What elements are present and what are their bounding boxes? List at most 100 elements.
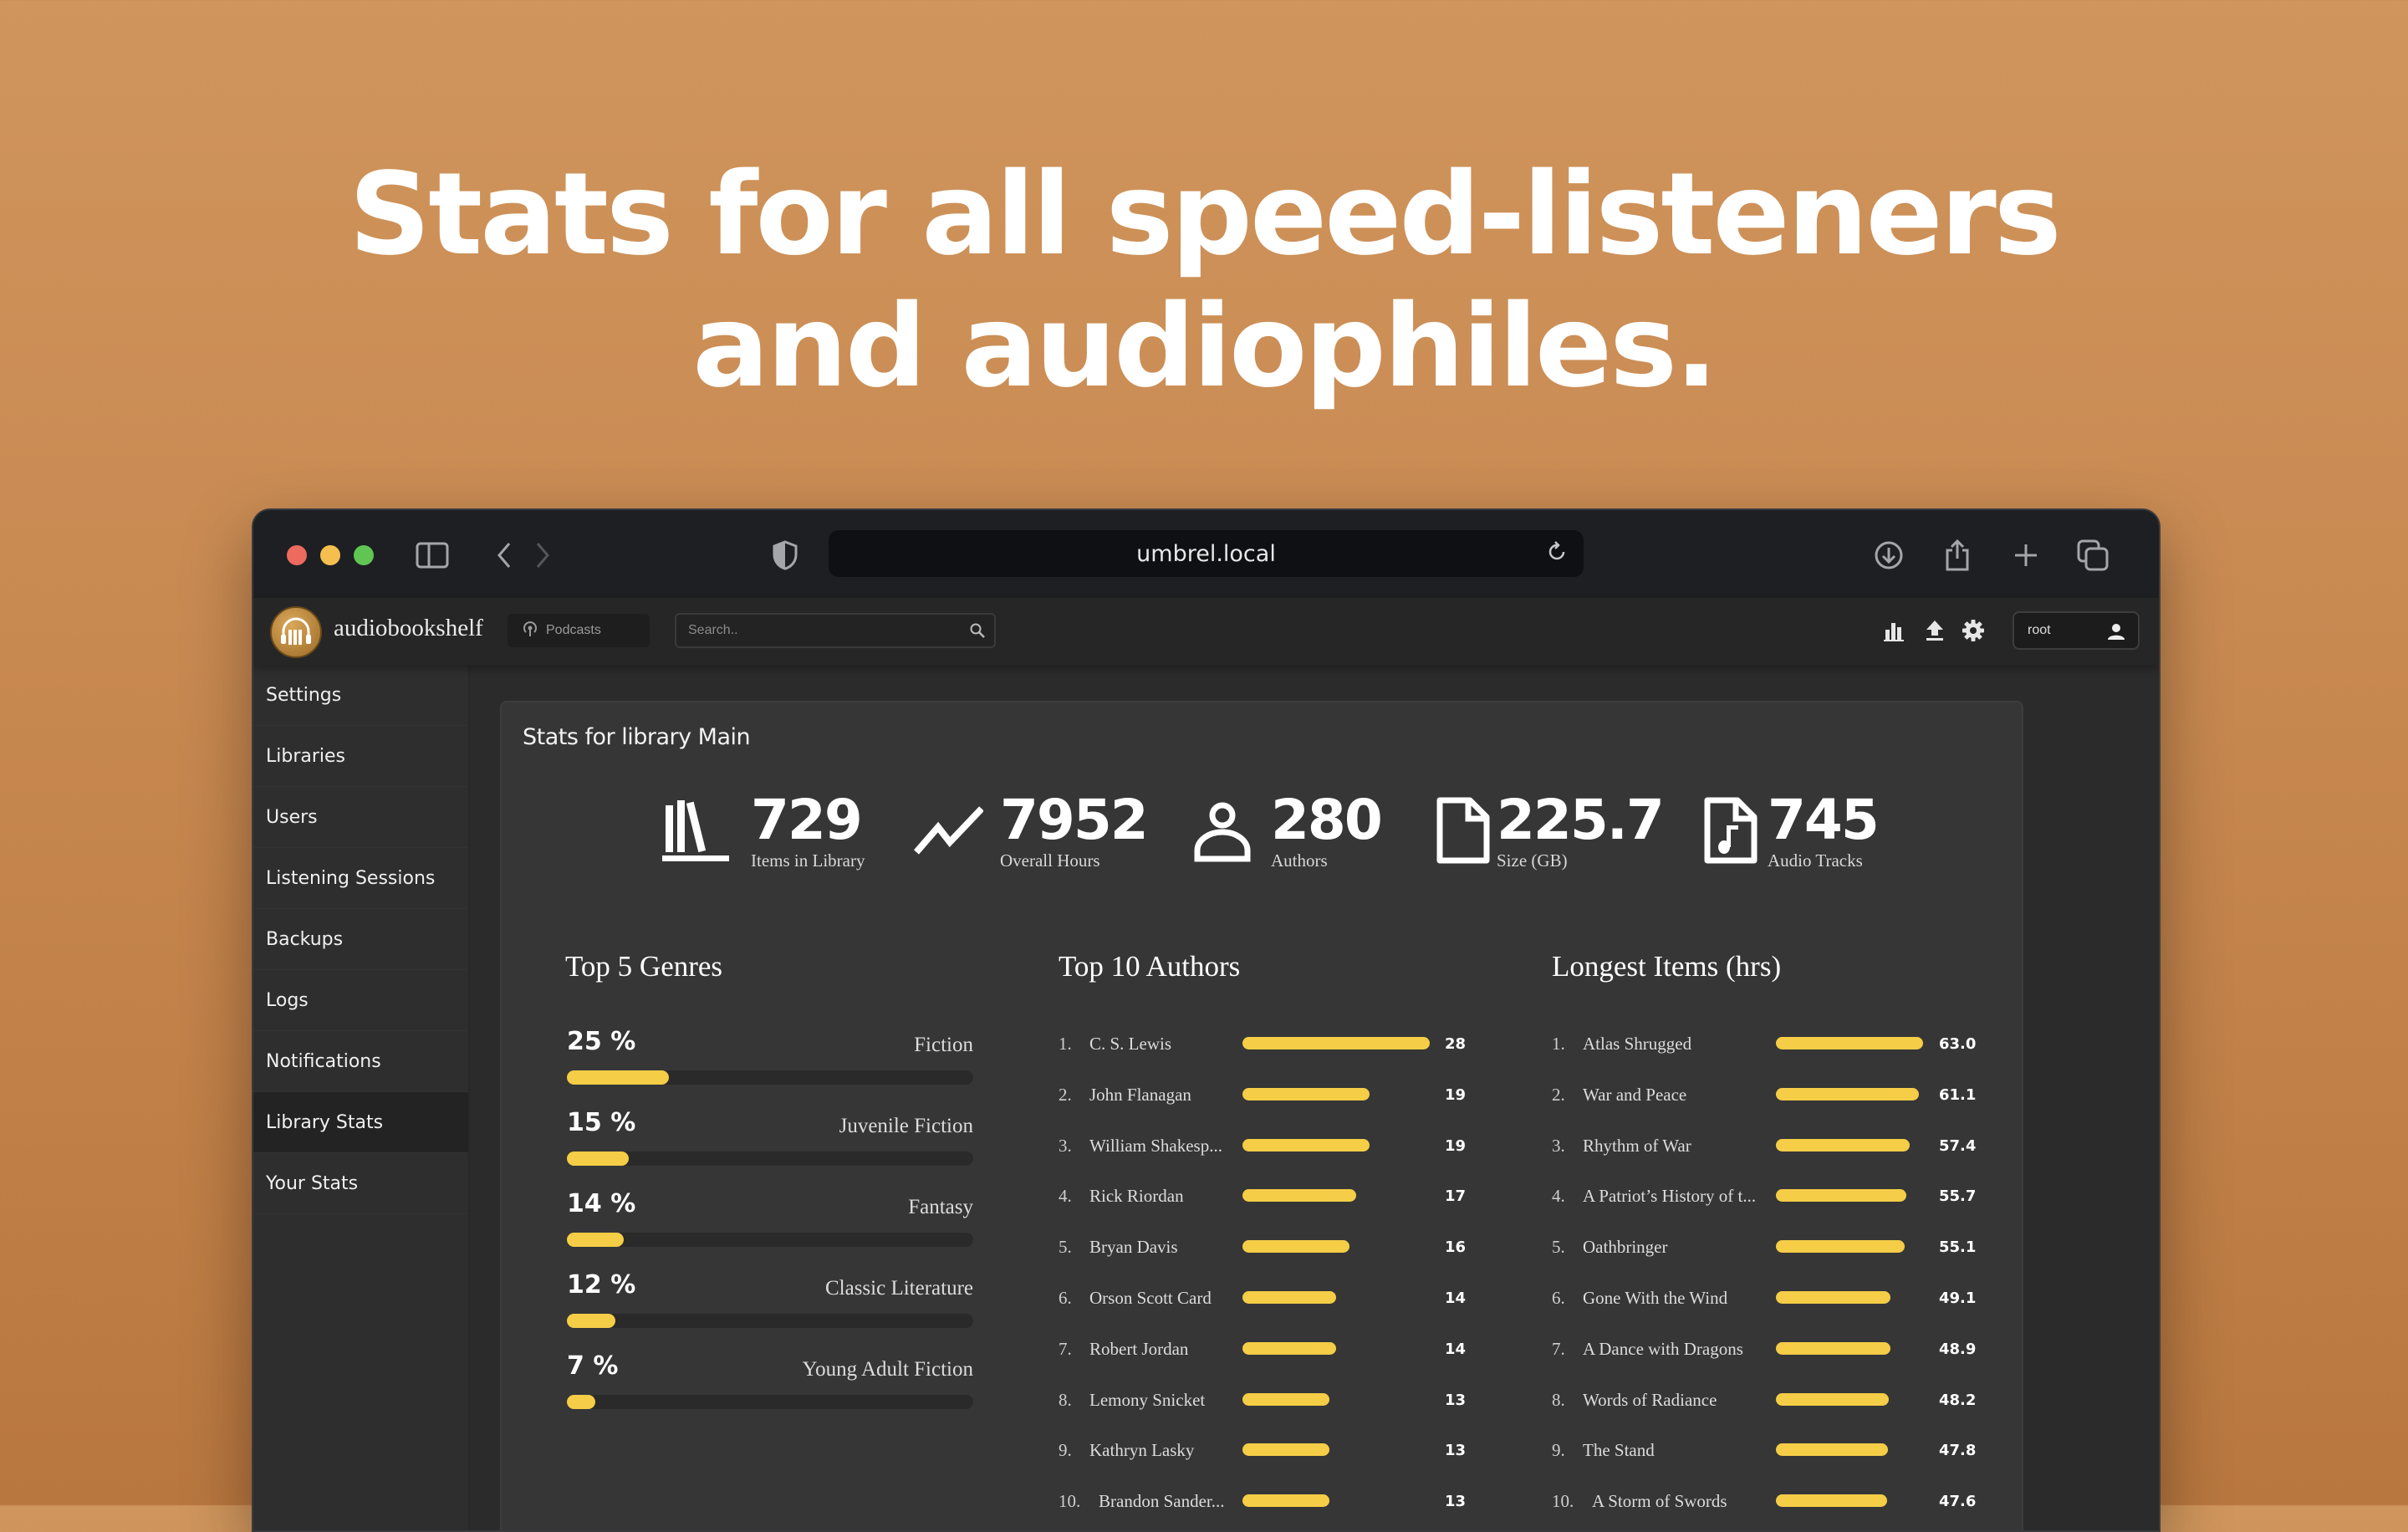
longest-item-row[interactable]: 7. A Dance with Dragons 48.9 xyxy=(1552,1334,1976,1367)
library-stats-card: Stats for library Main 729 Items in Libr… xyxy=(500,701,2023,1530)
longest-item-row[interactable]: 5. Oathbringer 55.1 xyxy=(1552,1232,1976,1265)
rank-number: 4. xyxy=(1552,1186,1565,1207)
genre-row: 7 % Young Adult Fiction xyxy=(567,1351,973,1418)
author-row[interactable]: 1. C. S. Lewis 28 xyxy=(1059,1029,1468,1062)
genre-name: Fantasy xyxy=(908,1196,973,1218)
downloads-icon[interactable] xyxy=(1870,537,1907,574)
brand-name[interactable]: audiobookshelf xyxy=(334,615,483,641)
rank-number: 9. xyxy=(1552,1440,1565,1461)
longest-item-row[interactable]: 9. The Stand 47.8 xyxy=(1552,1435,1976,1468)
author-row[interactable]: 5. Bryan Davis 16 xyxy=(1059,1232,1468,1265)
genre-percent: 15 % xyxy=(567,1108,636,1137)
author-row[interactable]: 6. Orson Scott Card 14 xyxy=(1059,1283,1468,1316)
sidebar-item-logs[interactable]: Logs xyxy=(253,970,468,1031)
maximize-window-button[interactable] xyxy=(354,545,374,565)
tab-overview-icon[interactable] xyxy=(2074,537,2111,574)
reload-icon[interactable] xyxy=(1545,540,1572,567)
genre-percent: 12 % xyxy=(567,1270,636,1300)
sidebar-item-libraries[interactable]: Libraries xyxy=(253,726,468,787)
item-name: The Stand xyxy=(1583,1440,1655,1461)
value-bar xyxy=(1776,1087,1919,1100)
rank-number: 7. xyxy=(1552,1338,1565,1359)
longest-item-row[interactable]: 1. Atlas Shrugged 63.0 xyxy=(1552,1029,1976,1062)
longest-item-row[interactable]: 6. Gone With the Wind 49.1 xyxy=(1552,1283,1976,1316)
rank-number: 5. xyxy=(1059,1237,1072,1258)
stats-chart-icon[interactable] xyxy=(1882,618,1907,643)
back-icon[interactable] xyxy=(486,537,523,574)
item-name: Words of Radiance xyxy=(1583,1389,1717,1410)
item-name: Lemony Snicket xyxy=(1089,1389,1206,1410)
item-value: 28 xyxy=(1445,1035,1467,1053)
item-value: 57.4 xyxy=(1939,1136,1977,1155)
stat-value: 7952 xyxy=(1000,788,1149,852)
genre-bar-fill xyxy=(567,1070,669,1085)
forward-icon[interactable] xyxy=(524,537,561,574)
url-text: umbrel.local xyxy=(1136,541,1276,567)
longest-item-row[interactable]: 3. Rhythm of War 57.4 xyxy=(1552,1131,1976,1164)
genre-bar-track xyxy=(567,1395,973,1409)
sidebar-item-listening-sessions[interactable]: Listening Sessions xyxy=(253,848,468,909)
longest-item-row[interactable]: 4. A Patriot’s History of t... 55.7 xyxy=(1552,1181,1976,1214)
stat-label: Audio Tracks xyxy=(1768,850,1863,871)
genre-bar-track xyxy=(567,1233,973,1247)
item-name: John Flanagan xyxy=(1089,1084,1191,1105)
author-row[interactable]: 8. Lemony Snicket 13 xyxy=(1059,1385,1468,1418)
author-row[interactable]: 3. William Shakesp... 19 xyxy=(1059,1131,1468,1164)
longest-item-row[interactable]: 8. Words of Radiance 48.2 xyxy=(1552,1385,1976,1418)
privacy-shield-icon[interactable] xyxy=(767,537,804,574)
sidebar-item-your-stats[interactable]: Your Stats xyxy=(253,1153,468,1214)
item-name: Kathryn Lasky xyxy=(1089,1440,1195,1461)
item-name: Robert Jordan xyxy=(1089,1338,1189,1359)
author-row[interactable]: 4. Rick Riordan 17 xyxy=(1059,1181,1468,1214)
sidebar-item-backups[interactable]: Backups xyxy=(253,909,468,970)
rank-number: 2. xyxy=(1552,1084,1565,1105)
rank-number: 7. xyxy=(1059,1338,1072,1359)
item-name: Brandon Sander... xyxy=(1099,1491,1225,1512)
value-bar xyxy=(1242,1037,1430,1049)
stat-value: 729 xyxy=(751,788,863,852)
share-icon[interactable] xyxy=(1939,537,1976,574)
author-row[interactable]: 9. Kathryn Lasky 13 xyxy=(1059,1435,1468,1468)
headline-line-2: and audiophiles. xyxy=(692,281,1718,413)
sidebar-item-users[interactable]: Users xyxy=(253,787,468,848)
sidebar-item-notifications[interactable]: Notifications xyxy=(253,1031,468,1092)
item-value: 13 xyxy=(1445,1442,1467,1460)
close-window-button[interactable] xyxy=(287,545,307,565)
item-value: 13 xyxy=(1445,1493,1467,1511)
stat-value: 745 xyxy=(1768,788,1880,852)
item-value: 13 xyxy=(1445,1391,1467,1409)
upload-icon[interactable] xyxy=(1922,618,1947,643)
genre-row: 14 % Fantasy xyxy=(567,1189,973,1256)
value-bar xyxy=(1242,1392,1329,1406)
hero-headline: Stats for all speed-listeners and audiop… xyxy=(0,149,2408,413)
value-bar xyxy=(1776,1392,1889,1406)
item-value: 14 xyxy=(1445,1340,1467,1358)
minimize-window-button[interactable] xyxy=(320,545,340,565)
author-row[interactable]: 2. John Flanagan 19 xyxy=(1059,1080,1468,1113)
audiobookshelf-logo[interactable] xyxy=(270,606,322,658)
sidebar-item-library-stats[interactable]: Library Stats xyxy=(253,1092,468,1153)
item-value: 14 xyxy=(1445,1289,1467,1307)
rank-number: 10. xyxy=(1552,1491,1574,1512)
sidebar-item-settings[interactable]: Settings xyxy=(253,665,468,726)
author-row[interactable]: 10. Brandon Sander... 13 xyxy=(1059,1486,1468,1519)
item-name: War and Peace xyxy=(1583,1084,1687,1105)
search-input[interactable]: Search.. xyxy=(675,613,996,648)
item-name: A Patriot’s History of t... xyxy=(1583,1186,1757,1207)
rank-number: 10. xyxy=(1059,1491,1081,1512)
value-bar xyxy=(1242,1189,1356,1203)
settings-gear-icon[interactable] xyxy=(1961,618,1986,643)
page-title: Stats for library Main xyxy=(523,724,751,750)
address-bar[interactable]: umbrel.local xyxy=(829,530,1584,577)
author-row[interactable]: 7. Robert Jordan 14 xyxy=(1059,1334,1468,1367)
longest-item-row[interactable]: 2. War and Peace 61.1 xyxy=(1552,1080,1976,1113)
authors-title: Top 10 Authors xyxy=(1059,950,1241,983)
search-icon[interactable] xyxy=(969,622,986,639)
genre-bar-fill xyxy=(567,1233,624,1247)
new-tab-icon[interactable] xyxy=(2008,537,2044,574)
library-selector[interactable]: Podcasts xyxy=(508,614,650,647)
user-account-button[interactable]: root xyxy=(2013,611,2140,650)
longest-item-row[interactable]: 10. A Storm of Swords 47.6 xyxy=(1552,1486,1976,1519)
sidebar-toggle-icon[interactable] xyxy=(414,537,451,574)
value-bar xyxy=(1242,1341,1336,1355)
